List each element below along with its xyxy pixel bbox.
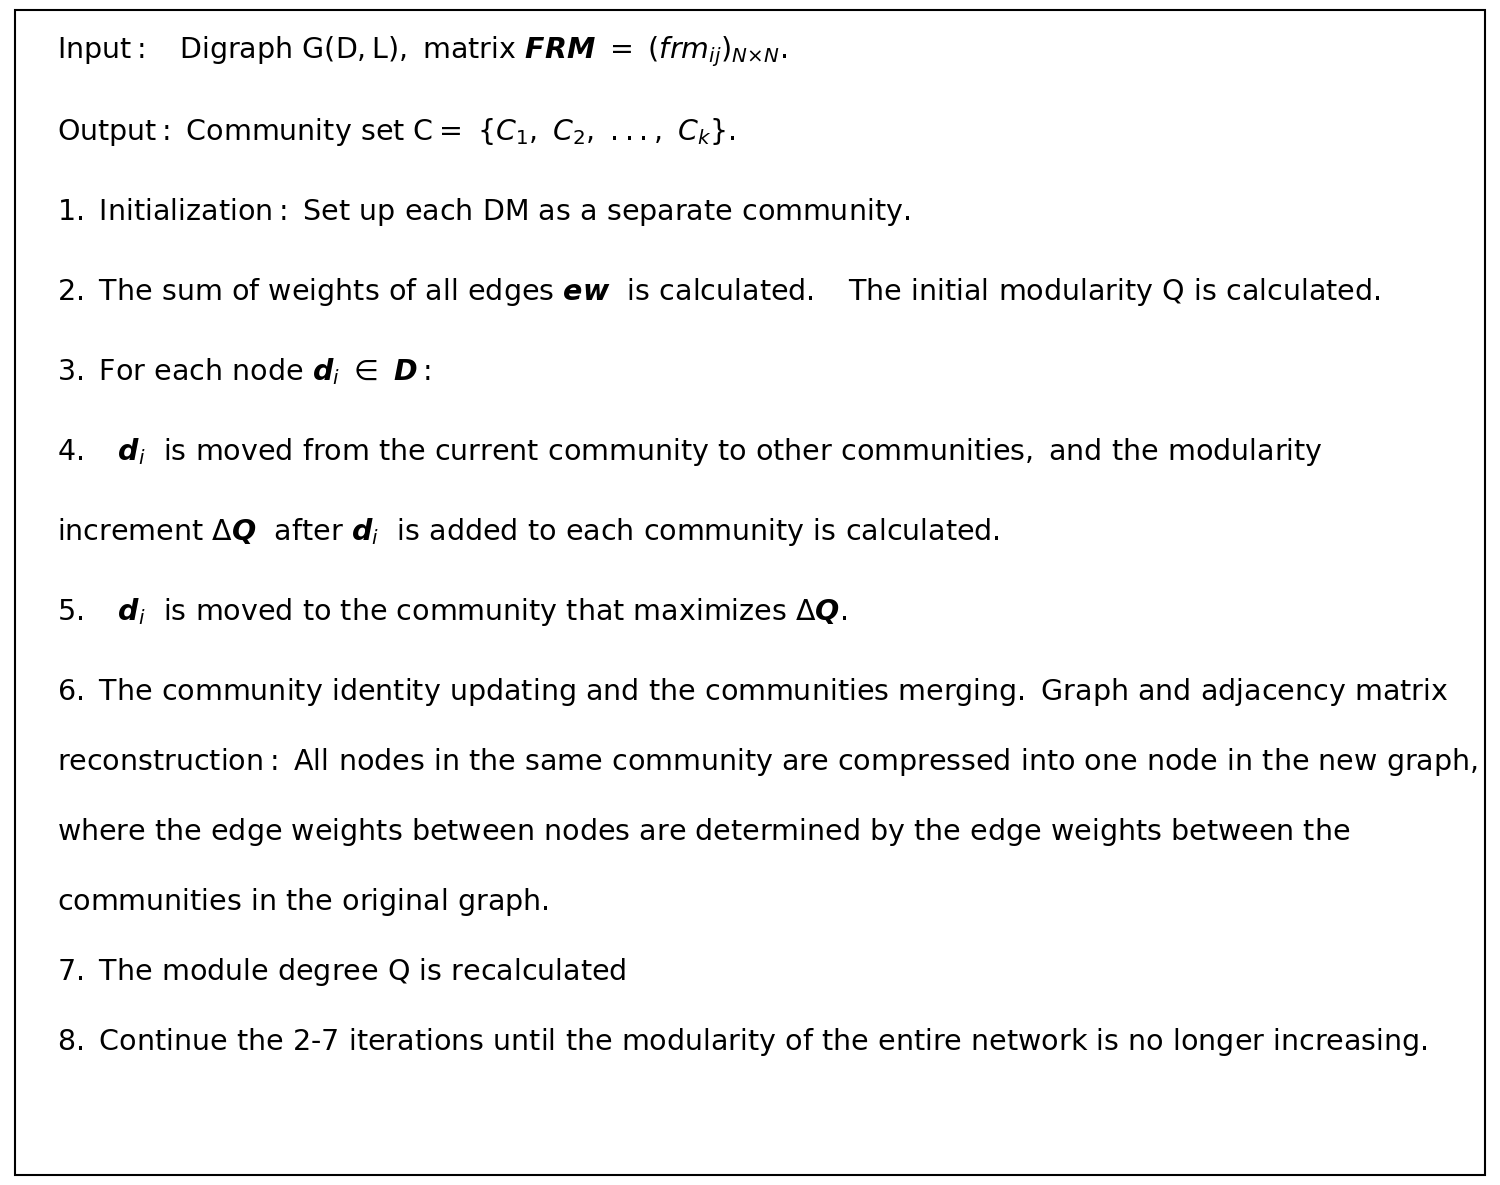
Text: $\mathrm{1.\ Initialization:\ Set\ up\ each\ DM\ as\ a\ separate\ community.}$: $\mathrm{1.\ Initialization:\ Set\ up\ e…: [57, 196, 910, 228]
Text: $\mathrm{2.\ The\ sum\ of\ weights\ of\ all\ edges\ } \boldsymbol{ew} \mathrm{\ : $\mathrm{2.\ The\ sum\ of\ weights\ of\ …: [57, 276, 1380, 308]
Text: $\mathrm{increment\ } \mathrm{\Delta} \boldsymbol{Q} \mathrm{\ \ after\ } \bolds: $\mathrm{increment\ } \mathrm{\Delta} \b…: [57, 515, 1000, 547]
Text: $\mathrm{Output:\ Community\ set\ C=\ \{} \mathit{C}_1\mathrm{,\ } \mathit{C}_2\: $\mathrm{Output:\ Community\ set\ C=\ \{…: [57, 116, 736, 148]
Text: $\mathrm{7.\ The\ module\ degree\ Q\ is\ recalculated}$: $\mathrm{7.\ The\ module\ degree\ Q\ is\…: [57, 956, 627, 988]
Text: $\mathrm{3.\ For\ each\ node\ } \boldsymbol{d}_i \mathrm{\ \in\ } \boldsymbol{D}: $\mathrm{3.\ For\ each\ node\ } \boldsym…: [57, 357, 430, 387]
Text: $\mathrm{5.} \quad \boldsymbol{d}_i \mathrm{\ \ is\ moved\ to\ the\ community\ t: $\mathrm{5.} \quad \boldsymbol{d}_i \mat…: [57, 596, 847, 628]
Text: $\mathrm{Input:} \quad \mathrm{Digraph\ G(D,L),\ matrix\ } \boldsymbol{FRM} \mat: $\mathrm{Input:} \quad \mathrm{Digraph\ …: [57, 34, 788, 69]
Text: $\mathrm{8.\ Continue\ the\ 2\text{-}7\ iterations\ until\ the\ modularity\ of\ : $\mathrm{8.\ Continue\ the\ 2\text{-}7\ …: [57, 1026, 1428, 1058]
Text: $\mathrm{communities\ in\ the\ original\ graph.}$: $\mathrm{communities\ in\ the\ original\…: [57, 886, 549, 918]
Text: $\mathrm{reconstruction:\ All\ nodes\ in\ the\ same\ community\ are\ compressed\: $\mathrm{reconstruction:\ All\ nodes\ in…: [57, 747, 1478, 779]
Text: $\mathrm{6.\ The\ community\ identity\ updating\ and\ the\ communities\ merging.: $\mathrm{6.\ The\ community\ identity\ u…: [57, 675, 1449, 707]
Text: $\mathrm{4.} \quad \boldsymbol{d}_i \mathrm{\ \ is\ moved\ from\ the\ current\ c: $\mathrm{4.} \quad \boldsymbol{d}_i \mat…: [57, 436, 1323, 468]
Text: $\mathrm{where\ the\ edge\ weights\ between\ nodes\ are\ determined\ by\ the\ ed: $\mathrm{where\ the\ edge\ weights\ betw…: [57, 816, 1350, 848]
